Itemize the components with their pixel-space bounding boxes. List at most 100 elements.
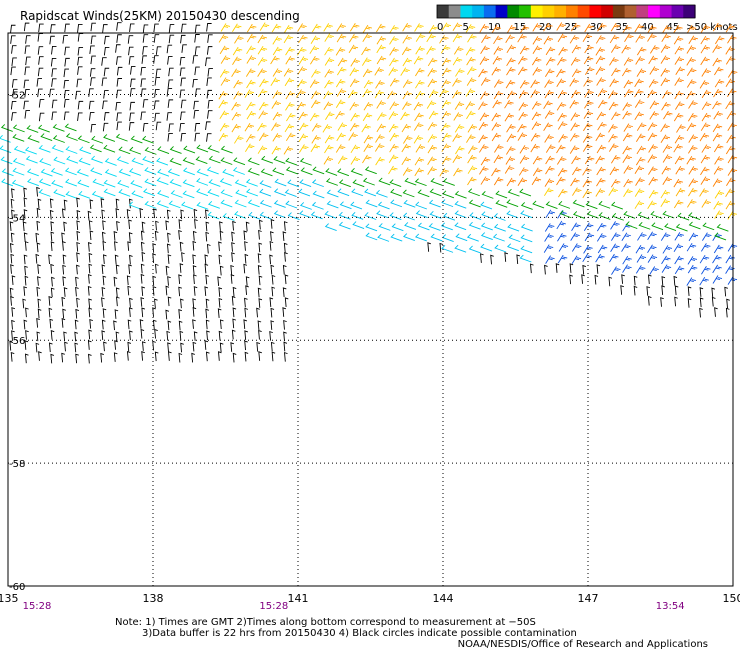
wind-barb [257, 343, 260, 352]
wind-barb [129, 220, 132, 229]
wind-barb [416, 34, 425, 42]
wind-barb [415, 68, 424, 76]
wind-barb [675, 297, 678, 306]
wind-barb [414, 135, 423, 143]
wind-barb [624, 166, 633, 174]
wind-barb [609, 144, 618, 152]
wind-barb [466, 47, 475, 55]
wind-barb [193, 342, 196, 351]
wind-barb [41, 134, 52, 141]
wind-barb [468, 234, 479, 241]
wind-barb [181, 210, 184, 219]
wind-barb [63, 309, 66, 318]
latitude-label: -60 [9, 582, 25, 593]
wind-barb [193, 56, 198, 64]
wind-barb [336, 145, 345, 153]
wind-barb [236, 180, 247, 187]
wind-barb [522, 224, 533, 231]
wind-barb [244, 320, 247, 329]
wind-barb [192, 353, 195, 362]
wind-barb [271, 342, 274, 351]
wind-barb [453, 57, 462, 65]
wind-barb [219, 331, 222, 340]
wind-barb [117, 35, 122, 43]
wind-barb [38, 265, 41, 274]
wind-barb [494, 36, 503, 44]
wind-barb [206, 58, 211, 66]
wind-barb [674, 200, 683, 208]
wind-barb [652, 223, 663, 230]
wind-barb [687, 199, 696, 207]
wind-barb [713, 101, 722, 109]
wind-barb [38, 277, 41, 286]
wind-barb [63, 265, 66, 274]
wind-barb [647, 287, 650, 296]
wind-barb [259, 133, 268, 141]
wind-barb [402, 124, 411, 132]
wind-barb [221, 200, 232, 207]
wind-barb [284, 146, 293, 154]
wind-plot-area [0, 23, 737, 586]
wind-barb [77, 243, 80, 252]
wind-barb [157, 158, 168, 165]
wind-barb [12, 58, 17, 66]
wind-barb [509, 235, 520, 242]
wind-barb [91, 124, 96, 132]
wind-barb [700, 80, 709, 88]
wind-barb [700, 298, 703, 307]
wind-barb [596, 254, 605, 262]
wind-barb [284, 243, 287, 252]
wind-barb [546, 202, 557, 209]
wind-barb [612, 202, 623, 209]
latitude-labels: -52-54-56-58-60 [9, 90, 25, 593]
wind-barb [714, 144, 723, 152]
wind-barb [232, 57, 241, 65]
wind-barb [171, 146, 182, 153]
wind-barb [39, 24, 44, 32]
wind-barb [38, 34, 43, 42]
wind-barb [39, 125, 50, 132]
wind-barb [247, 189, 258, 196]
wind-barb [247, 179, 258, 186]
wind-barb [156, 264, 159, 273]
wind-barb [76, 310, 79, 319]
wind-barb [166, 286, 169, 295]
wind-barb [67, 156, 78, 163]
wind-barb [532, 101, 541, 109]
wind-barb [89, 299, 92, 308]
wind-barb [127, 352, 130, 361]
wind-barb [219, 255, 222, 264]
wind-barb [24, 101, 29, 109]
wind-barb [340, 202, 351, 209]
wind-barb [391, 189, 402, 196]
wind-barb [479, 122, 488, 130]
wind-barb [404, 234, 415, 241]
wind-barb [470, 213, 481, 220]
wind-barb [24, 23, 29, 31]
wind-barb [62, 319, 65, 328]
wind-barb [611, 45, 620, 53]
wind-barb [12, 46, 17, 54]
wind-barb [596, 156, 605, 164]
wind-barb [249, 212, 260, 219]
wind-barb [453, 34, 462, 42]
wind-barb [340, 180, 351, 187]
wind-barb [648, 232, 657, 240]
wind-barb [362, 47, 371, 55]
wind-barb [258, 254, 261, 263]
wind-barb [38, 47, 43, 55]
wind-barb [130, 331, 133, 340]
legend-swatch [625, 5, 637, 18]
wind-barb [482, 233, 493, 240]
wind-barb [232, 232, 235, 241]
wind-barb [78, 67, 83, 75]
wind-barb [702, 233, 711, 241]
wind-barb [713, 58, 722, 66]
legend-swatch [554, 5, 566, 18]
wind-barb [701, 57, 710, 65]
wind-barb [546, 57, 555, 65]
wind-barb [75, 343, 78, 352]
wind-barb [171, 190, 182, 197]
wind-barb [168, 80, 173, 88]
wind-barb [219, 352, 222, 361]
